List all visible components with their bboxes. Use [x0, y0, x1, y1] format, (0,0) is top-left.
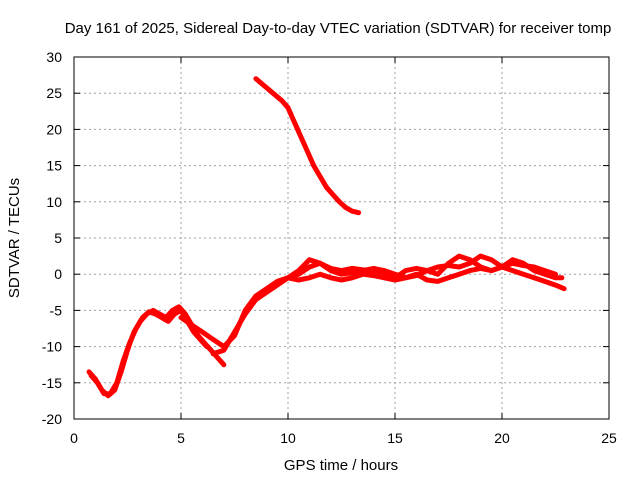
- x-axis-title: GPS time / hours: [284, 457, 398, 474]
- y-tick-label: 15: [46, 158, 62, 174]
- y-tick-label: 10: [46, 194, 62, 210]
- y-tick-label: 25: [46, 85, 62, 101]
- y-tick-label: -20: [42, 411, 62, 427]
- x-tick-label: 5: [177, 430, 185, 446]
- y-tick-label: 5: [54, 230, 62, 246]
- axis-ticks: 0 5 10 15 20 25 -20 -15 -10 -5 0 5 10 15 20 25 30: [42, 49, 617, 446]
- x-tick-label: 0: [70, 430, 78, 446]
- y-tick-label: -10: [42, 339, 62, 355]
- chart-title: Day 161 of 2025, Sidereal Day-to-day VTE…: [65, 20, 612, 37]
- series-arc-high: [253, 76, 362, 216]
- x-tick-label: 15: [387, 430, 403, 446]
- x-tick-label: 10: [280, 430, 296, 446]
- x-tick-label: 20: [494, 430, 510, 446]
- y-tick-label: -15: [42, 375, 62, 391]
- series-arc-mid-c: [285, 260, 558, 284]
- y-tick-label: -5: [50, 302, 63, 318]
- y-axis-title: SDTVAR / TECUs: [6, 178, 23, 298]
- x-tick-label: 25: [601, 430, 617, 446]
- y-tick-label: 0: [54, 266, 62, 282]
- y-tick-label: 30: [46, 49, 62, 65]
- y-tick-label: 20: [46, 121, 62, 137]
- series-layer: [86, 76, 567, 399]
